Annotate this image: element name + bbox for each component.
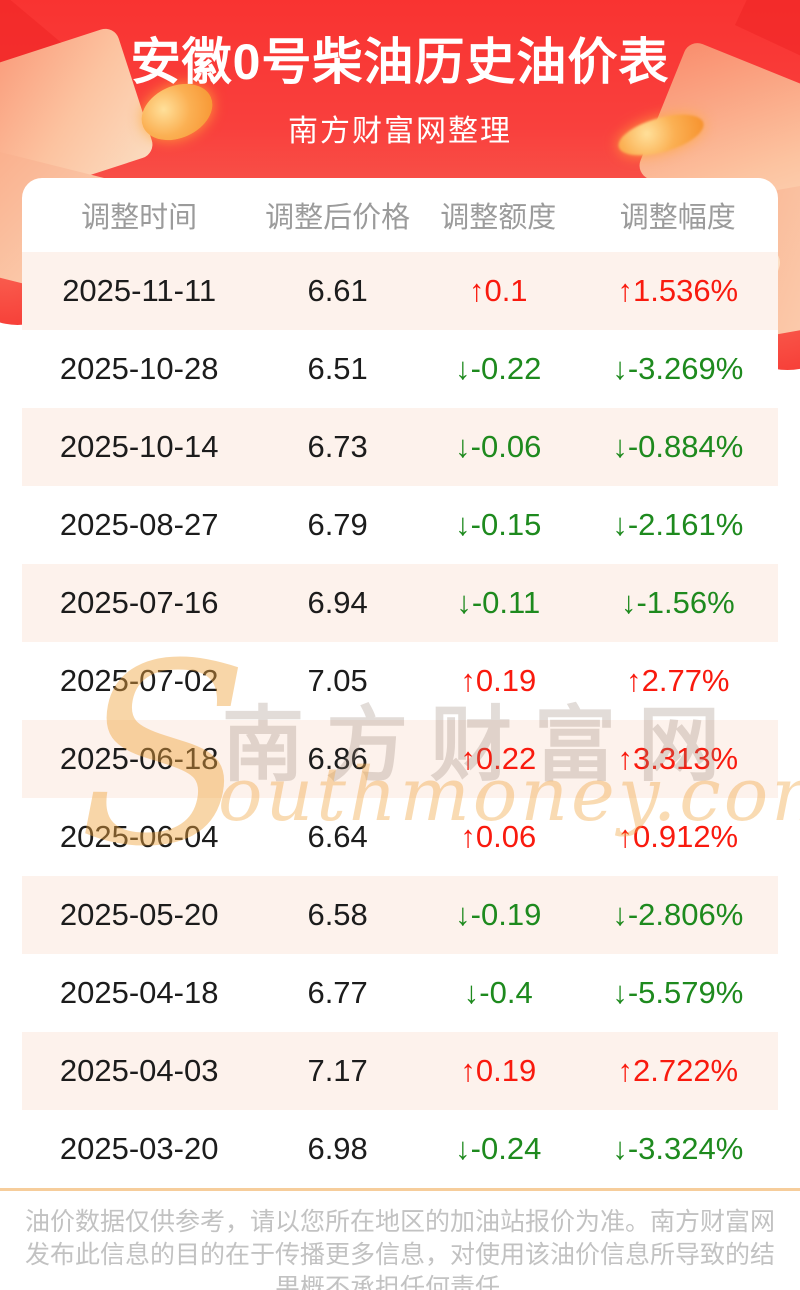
row-change-pct: ↑0.912%	[617, 819, 739, 854]
row-date: 2025-10-14	[59, 429, 219, 464]
page-subtitle: 南方财富网整理	[288, 115, 512, 148]
row-change: ↓-0.11	[456, 585, 541, 620]
table-row: 2025-07-02 7.05 ↑0.19 ↑2.77%	[22, 642, 778, 720]
table-row: 2025-10-28 6.51 ↓-0.22 ↓-3.269%	[22, 330, 778, 408]
table-header-row: 调整时间 调整后价格 调整额度 调整幅度	[22, 178, 778, 252]
table-row: 2025-06-18 6.86 ↑0.22 ↑3.313%	[22, 720, 778, 798]
row-change: ↓-0.22	[455, 351, 542, 386]
row-change-pct: ↓-2.161%	[612, 507, 744, 542]
row-price: 6.58	[307, 897, 368, 932]
table-row: 2025-05-20 6.58 ↓-0.19 ↓-2.806%	[22, 876, 778, 954]
row-change-pct: ↓-0.884%	[612, 429, 744, 464]
row-price: 6.64	[307, 819, 368, 854]
row-date: 2025-10-28	[59, 351, 219, 386]
row-change-pct: ↑2.77%	[626, 663, 730, 698]
row-change-pct: ↑1.536%	[617, 273, 739, 308]
row-change: ↑0.06	[460, 819, 537, 854]
column-header-pct: 调整幅度	[619, 202, 736, 234]
row-date: 2025-05-20	[59, 897, 219, 932]
page-title: 安徽0号柴油历史油价表	[130, 34, 670, 90]
row-price: 6.79	[307, 507, 368, 542]
row-price: 7.05	[307, 663, 368, 698]
table-row: 2025-06-04 6.64 ↑0.06 ↑0.912%	[22, 798, 778, 876]
row-date: 2025-07-16	[59, 585, 219, 620]
table-row: 2025-04-03 7.17 ↑0.19 ↑2.722%	[22, 1032, 778, 1110]
table-row: 2025-08-27 6.79 ↓-0.15 ↓-2.161%	[22, 486, 778, 564]
row-date: 2025-08-27	[59, 507, 219, 542]
row-change-pct: ↑2.722%	[617, 1053, 739, 1088]
row-date: 2025-04-03	[59, 1053, 219, 1088]
row-date: 2025-04-18	[59, 975, 219, 1010]
column-header-change: 调整额度	[440, 202, 557, 234]
row-change-pct: ↓-3.269%	[612, 351, 744, 386]
row-price: 7.17	[307, 1053, 368, 1088]
row-change: ↑0.19	[460, 663, 537, 698]
table-row: 2025-11-11 6.61 ↑0.1 ↑1.536%	[22, 252, 778, 330]
table-body: 2025-11-11 6.61 ↑0.1 ↑1.536% 2025-10-28 6.51 ↓…	[22, 252, 778, 1188]
row-price: 6.86	[307, 741, 368, 776]
price-table-card: 调整时间 调整后价格 调整额度 调整幅度 2025-11-11 6.61 ↑0.1 ↑…	[22, 178, 778, 1188]
row-price: 6.61	[307, 273, 368, 308]
row-date: 2025-03-20	[59, 1131, 219, 1166]
footer-divider	[0, 1188, 800, 1191]
row-change: ↓-0.24	[455, 1131, 542, 1166]
row-change: ↓-0.19	[455, 897, 542, 932]
row-price: 6.73	[307, 429, 368, 464]
row-change: ↑0.22	[460, 741, 537, 776]
table-row: 2025-04-18 6.77 ↓-0.4 ↓-5.579%	[22, 954, 778, 1032]
row-change-pct: ↓-5.579%	[612, 975, 744, 1010]
row-change-pct: ↓-2.806%	[612, 897, 744, 932]
disclaimer-line: 果概不承担任何责任。	[274, 1274, 525, 1290]
row-date: 2025-07-02	[59, 663, 219, 698]
disclaimer-line: 油价数据仅供参考，请以您所在地区的加油站报价为准。南方财富网	[24, 1208, 775, 1236]
row-change: ↓-0.06	[455, 429, 542, 464]
row-date: 2025-06-04	[59, 819, 219, 854]
column-header-price: 调整后价格	[265, 202, 411, 234]
table-row: 2025-07-16 6.94 ↓-0.11 ↓-1.56%	[22, 564, 778, 642]
footer-disclaimer: 油价数据仅供参考，请以您所在地区的加油站报价为准。南方财富网 发布此信息的目的在…	[0, 1206, 800, 1290]
table-row: 2025-10-14 6.73 ↓-0.06 ↓-0.884%	[22, 408, 778, 486]
row-change: ↑0.19	[460, 1053, 537, 1088]
row-price: 6.94	[307, 585, 368, 620]
row-date: 2025-06-18	[59, 741, 219, 776]
row-change: ↓-0.15	[455, 507, 542, 542]
row-date: 2025-11-11	[62, 273, 217, 308]
row-price: 6.77	[307, 975, 368, 1010]
row-change: ↓-0.4	[463, 975, 533, 1010]
row-price: 6.51	[307, 351, 368, 386]
row-change: ↑0.1	[468, 273, 528, 308]
table-row: 2025-03-20 6.98 ↓-0.24 ↓-3.324%	[22, 1110, 778, 1188]
column-header-time: 调整时间	[81, 202, 198, 234]
row-change-pct: ↓-1.56%	[620, 585, 735, 620]
row-change-pct: ↓-3.324%	[612, 1131, 744, 1166]
row-change-pct: ↑3.313%	[617, 741, 739, 776]
disclaimer-line: 发布此信息的目的在于传播更多信息，对使用该油价信息所导致的结	[24, 1241, 775, 1269]
row-price: 6.98	[307, 1131, 368, 1166]
